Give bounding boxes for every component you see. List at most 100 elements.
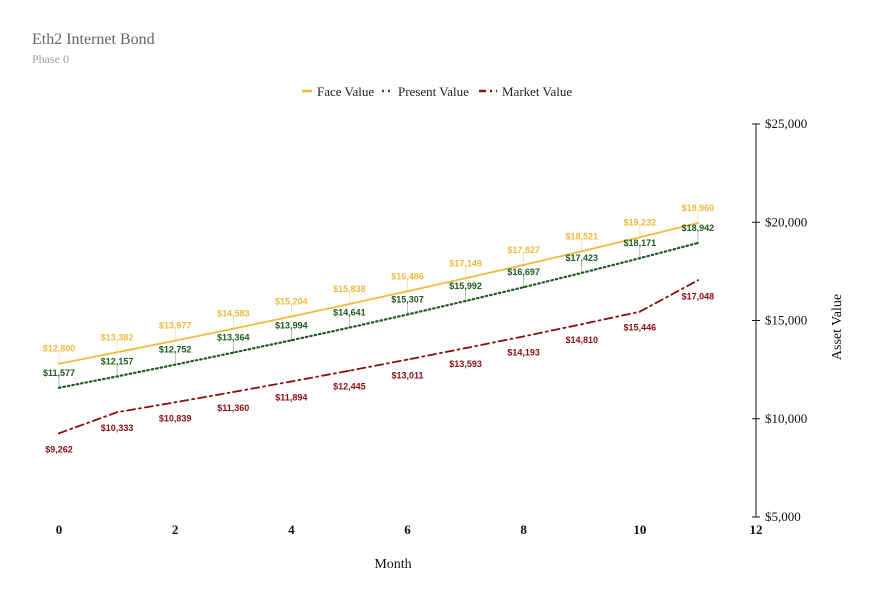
data-point[interactable] [638, 310, 641, 313]
data-point[interactable] [232, 351, 235, 354]
legend-item-face-value[interactable]: Face Value [302, 84, 374, 99]
y-tick-label: $10,000 [765, 411, 807, 426]
data-label: $17,423 [565, 253, 598, 263]
data-label: $15,992 [449, 281, 482, 291]
data-point[interactable] [58, 362, 60, 365]
data-label: $13,011 [391, 371, 423, 381]
data-label: $14,583 [217, 309, 250, 319]
legend-label-present-value: Present Value [398, 84, 469, 99]
data-label: $12,752 [159, 345, 192, 355]
data-point[interactable] [406, 290, 409, 293]
data-label: $13,977 [159, 321, 192, 331]
data-label: $14,641 [333, 308, 366, 318]
data-label: $18,171 [624, 238, 657, 248]
data-point[interactable] [638, 236, 641, 239]
data-label: $11,577 [43, 368, 75, 378]
data-point[interactable] [464, 347, 467, 350]
data-point[interactable] [290, 339, 293, 342]
data-label: $9,262 [45, 444, 73, 454]
data-point[interactable] [580, 250, 583, 253]
data-point[interactable] [696, 242, 699, 245]
data-point[interactable] [290, 315, 293, 318]
data-point[interactable] [348, 369, 351, 372]
data-label: $15,307 [391, 294, 424, 304]
data-label: $17,149 [449, 258, 482, 268]
data-point[interactable] [464, 277, 467, 280]
chart-subtitle: Phase 0 [32, 52, 69, 66]
series-market-value: $9,262 $10,333 $10,839 $11,360 $11,894 $12,44… [45, 279, 714, 454]
x-axis-label: Month [374, 557, 411, 572]
data-label: $12,800 [43, 344, 76, 354]
x-tick-label: 8 [520, 522, 527, 537]
data-point[interactable] [406, 313, 409, 316]
series-line-present-value [57, 241, 700, 389]
data-point[interactable] [348, 326, 351, 329]
data-label: $10,333 [101, 423, 134, 433]
data-label: $13,994 [275, 320, 308, 330]
y-tick-label: $15,000 [765, 313, 807, 328]
x-tick-label: 10 [633, 522, 646, 537]
data-point[interactable] [522, 286, 525, 289]
data-point[interactable] [58, 432, 60, 435]
data-point[interactable] [580, 271, 583, 274]
data-point[interactable] [464, 300, 467, 303]
data-point[interactable] [174, 363, 177, 366]
x-tick-label: 2 [172, 522, 179, 537]
legend-item-market-value[interactable]: Market Value [479, 84, 572, 99]
data-label: $17,827 [507, 245, 540, 255]
series-line-face-value [58, 222, 699, 365]
data-label: $12,157 [101, 356, 134, 366]
y-tick-label: $20,000 [765, 214, 807, 229]
data-label: $13,364 [217, 333, 250, 343]
x-tick-label: 0 [56, 522, 63, 537]
data-label: $18,942 [682, 223, 715, 233]
data-label: $14,193 [507, 347, 540, 357]
data-point[interactable] [232, 327, 235, 330]
data-point[interactable] [406, 358, 409, 361]
data-point[interactable] [116, 351, 119, 354]
y-axis: $5,000 $10,000 $15,000 $20,000 $25,000 [752, 116, 807, 524]
data-point[interactable] [580, 323, 583, 326]
y-tick-label: $25,000 [765, 116, 807, 131]
data-label: $10,839 [159, 413, 192, 423]
x-tick-label: 12 [750, 522, 763, 537]
data-label: $13,593 [449, 359, 482, 369]
plot-area: $12,800 $13,382 $13,977 $14,583 $15,204 $15,8… [43, 203, 714, 454]
x-tick-label: 4 [288, 522, 295, 537]
data-point[interactable] [638, 257, 641, 260]
data-point[interactable] [116, 375, 119, 378]
data-point[interactable] [116, 411, 119, 414]
data-point[interactable] [348, 303, 351, 306]
data-label: $16,486 [391, 271, 424, 281]
data-label: $11,360 [217, 403, 249, 413]
legend-label-face-value: Face Value [317, 84, 374, 99]
data-point[interactable] [696, 222, 699, 225]
data-label: $15,838 [333, 284, 366, 294]
data-label: $17,048 [682, 291, 715, 301]
legend-item-present-value[interactable]: Present Value [382, 84, 469, 99]
data-point[interactable] [174, 401, 177, 404]
data-label: $15,446 [624, 323, 657, 333]
x-tick-label: 6 [404, 522, 411, 537]
series-present-value: $11,577 $12,157 $12,752 $13,364 $13,994 $14,6… [43, 223, 714, 389]
data-label: $19,232 [624, 217, 657, 227]
legend: Face Value Present Value Market Value [302, 84, 572, 99]
series-face-value: $12,800 $13,382 $13,977 $14,583 $15,204 $15,8… [43, 203, 714, 365]
x-axis: 0 2 4 6 8 10 12 [56, 522, 763, 537]
data-label: $12,445 [333, 382, 366, 392]
chart-title: Eth2 Internet Bond [32, 31, 155, 48]
data-point[interactable] [522, 335, 525, 338]
data-label: $18,521 [565, 231, 598, 241]
y-axis-label: Asset Value [830, 294, 845, 360]
series-line-market-value [58, 279, 699, 435]
data-point[interactable] [290, 380, 293, 383]
data-point[interactable] [522, 263, 525, 266]
data-point[interactable] [696, 279, 699, 282]
data-label: $19,960 [682, 203, 715, 213]
data-point[interactable] [232, 391, 235, 394]
data-point[interactable] [174, 339, 177, 342]
data-label: $14,810 [565, 335, 598, 345]
data-label: $13,382 [101, 332, 134, 342]
data-point[interactable] [58, 386, 60, 389]
